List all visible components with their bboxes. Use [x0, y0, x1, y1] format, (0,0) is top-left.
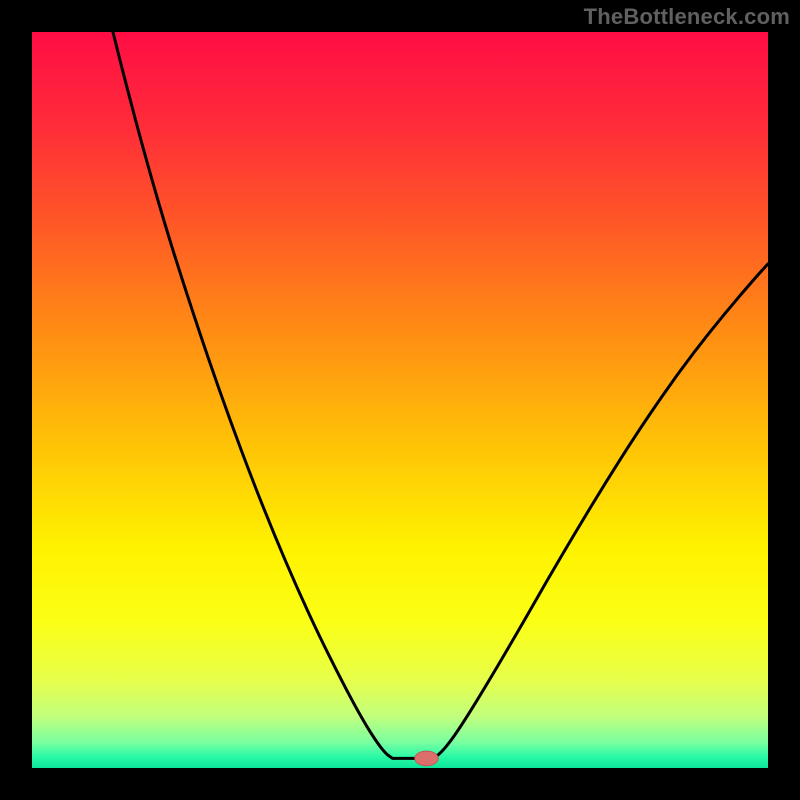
- watermark-label: TheBottleneck.com: [584, 4, 790, 30]
- plot-area: [32, 32, 768, 768]
- optimal-point-marker: [415, 751, 439, 766]
- bottleneck-chart-svg: [32, 32, 768, 768]
- chart-container: TheBottleneck.com: [0, 0, 800, 800]
